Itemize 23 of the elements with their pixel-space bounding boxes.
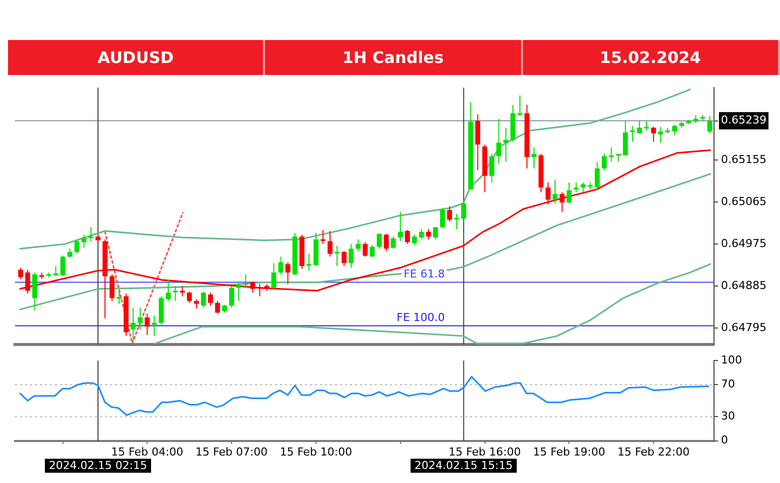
y-tick-label: 0.65155 bbox=[721, 152, 766, 166]
ref-line-label: FE 100.0 bbox=[396, 311, 445, 324]
y-tick-label: 100 bbox=[721, 353, 742, 366]
y-tick-label: 0 bbox=[721, 434, 728, 447]
chart-subtitle: 1H Candles bbox=[265, 40, 523, 75]
x-tick-label: 15 Feb 16:00 bbox=[448, 445, 521, 458]
x-tick-label: 15 Feb 19:00 bbox=[533, 445, 606, 458]
y-tick-label: 0.64885 bbox=[721, 278, 766, 292]
y-tick-label: 0.64975 bbox=[721, 236, 766, 250]
chart-title: AUDUSD bbox=[8, 40, 266, 75]
text: 15.02.2024 bbox=[522, 40, 780, 75]
y-tick-label: 0.65065 bbox=[721, 194, 766, 208]
x-tick-label: 15 Feb 04:00 bbox=[111, 445, 184, 458]
x-tick-label: 15 Feb 22:00 bbox=[617, 445, 690, 458]
y-tick-label: 0.65239 bbox=[721, 114, 766, 127]
y-tick-label: 70 bbox=[721, 378, 735, 391]
y-tick-label: 0.64795 bbox=[721, 320, 766, 334]
ref-line-label: 2024.02.15 02:15 bbox=[48, 459, 148, 472]
ref-line-label: FE 61.8 bbox=[404, 268, 445, 281]
x-tick-label: 15 Feb 10:00 bbox=[280, 445, 352, 458]
y-tick-label: 30 bbox=[721, 410, 735, 423]
x-tick-label: 15 Feb 07:00 bbox=[196, 445, 268, 458]
ref-line-label: 2024.02.15 15:15 bbox=[414, 459, 513, 472]
